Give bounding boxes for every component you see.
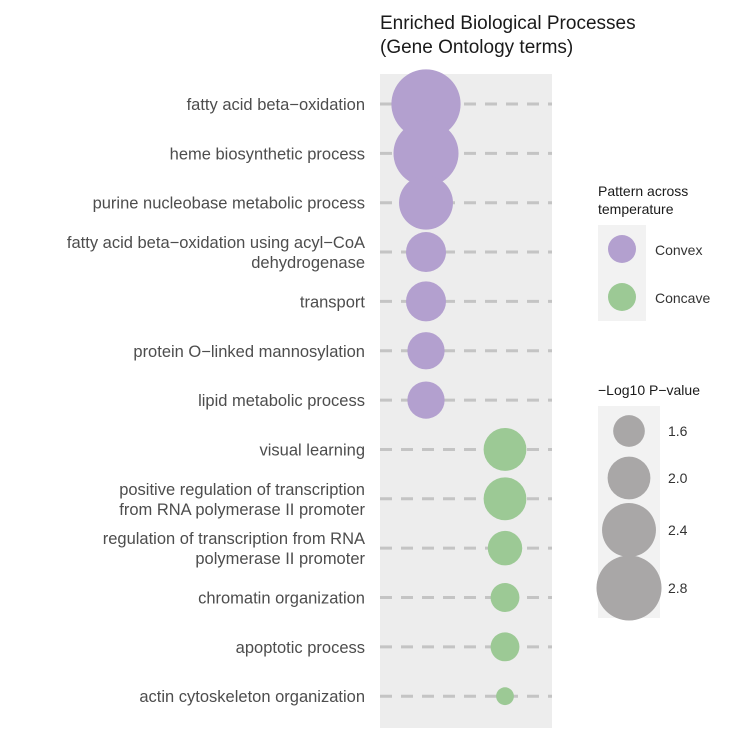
category-label: protein O−linked mannosylation (133, 343, 365, 361)
category-label: transport (300, 293, 366, 311)
color-legend-title-line-1: Pattern across (598, 183, 688, 199)
data-points (391, 69, 527, 706)
data-point (393, 120, 459, 186)
category-label: from RNA polymerase II promoter (119, 501, 365, 519)
data-point (496, 687, 514, 706)
data-point (391, 69, 461, 139)
size-legend-circle (596, 555, 662, 621)
color-legend: Pattern across temperature Convex Concav… (598, 183, 710, 321)
category-label: heme biosynthetic process (170, 145, 365, 163)
category-label: lipid metabolic process (198, 392, 365, 410)
data-point (483, 477, 527, 521)
category-label: regulation of transcription from RNA (103, 530, 365, 548)
data-point (405, 232, 447, 273)
data-point (487, 530, 523, 566)
data-point (490, 583, 520, 612)
category-labels: fatty acid beta−oxidation heme biosynthet… (67, 96, 366, 706)
size-legend-circle (607, 456, 651, 500)
chart-title-line-1: Enriched Biological Processes (380, 13, 636, 34)
size-legend-circle (602, 503, 656, 557)
size-legend-label: 1.6 (668, 423, 688, 439)
legend-label-concave: Concave (655, 290, 710, 306)
category-label: polymerase II promoter (195, 550, 365, 568)
size-legend-label: 2.0 (668, 470, 688, 486)
category-label: purine nucleobase metabolic process (93, 195, 365, 213)
data-point (407, 332, 445, 370)
data-point (399, 175, 453, 230)
category-label: visual learning (260, 441, 365, 459)
category-label: apoptotic process (236, 639, 365, 657)
size-legend-label: 2.4 (668, 522, 688, 538)
size-legend: −Log10 P−value 1.6 2.0 2.4 2.8 (596, 382, 700, 621)
category-label: positive regulation of transcription (119, 481, 365, 499)
data-point (407, 381, 445, 419)
category-label: dehydrogenase (251, 254, 365, 272)
legend-swatch-concave (608, 283, 636, 311)
size-legend-label: 2.8 (668, 580, 688, 596)
data-point (405, 281, 447, 322)
legend-label-convex: Convex (655, 242, 702, 258)
size-legend-items: 1.6 2.0 2.4 2.8 (596, 415, 688, 621)
data-point (490, 632, 520, 662)
size-legend-circle (613, 415, 645, 447)
data-point (483, 428, 527, 471)
category-label: fatty acid beta−oxidation using acyl−CoA (67, 234, 365, 252)
chart-title-line-2: (Gene Ontology terms) (380, 37, 573, 58)
category-label: chromatin organization (198, 590, 365, 608)
size-legend-title: −Log10 P−value (598, 382, 700, 398)
category-label: actin cytoskeleton organization (139, 688, 365, 706)
color-legend-title-line-2: temperature (598, 201, 674, 217)
category-label: fatty acid beta−oxidation (187, 96, 365, 114)
legend-swatch-convex (608, 235, 636, 263)
